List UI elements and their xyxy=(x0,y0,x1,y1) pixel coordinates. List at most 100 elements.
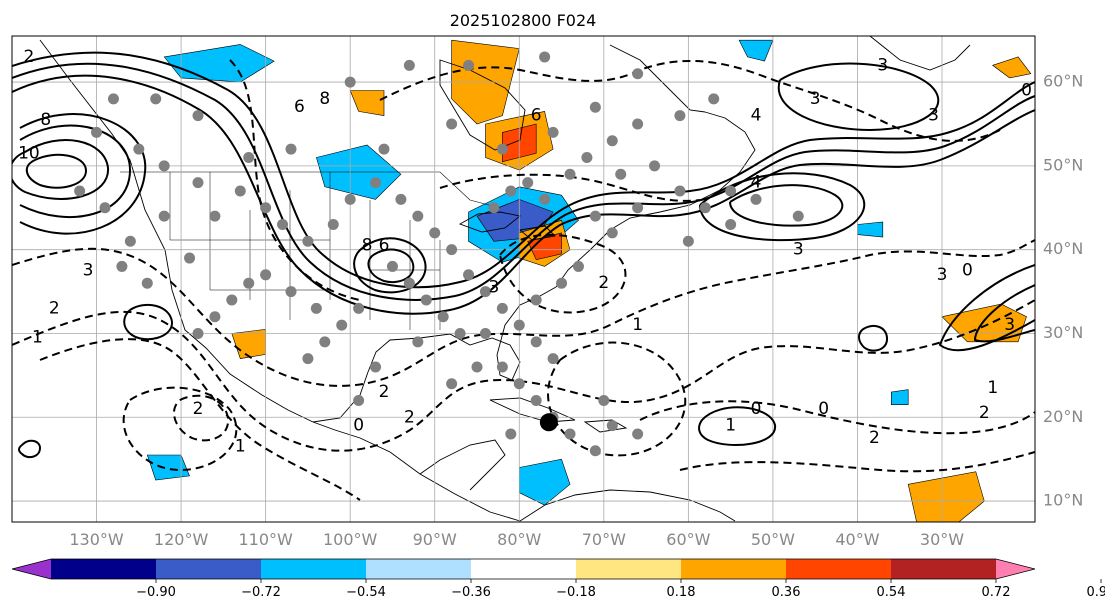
station-marker-67 xyxy=(370,361,382,373)
contour-label-4: 6 xyxy=(294,97,305,117)
shaded-region-6 xyxy=(857,221,884,238)
colorbar-segment-4 xyxy=(471,559,577,579)
station-marker-72 xyxy=(539,51,551,63)
small-loop-2 xyxy=(858,324,889,352)
station-marker-68 xyxy=(353,395,365,406)
station-marker-65 xyxy=(598,395,610,406)
cuba xyxy=(489,397,576,423)
colorbar: −0.90 −0.72 −0.54 −0.36 −0.18 0.18 0.36 0.54 0.7… xyxy=(11,558,1105,600)
contour-label-29: 3 xyxy=(1004,315,1015,335)
station-marker-40 xyxy=(285,286,297,298)
station-marker-6 xyxy=(260,202,272,214)
station-marker-12 xyxy=(395,193,407,205)
east-edge-contour-2 xyxy=(973,284,1035,343)
north-america-coastline xyxy=(39,39,521,522)
lat-tick-label-0: 60°N xyxy=(1043,72,1083,91)
hudson-bay xyxy=(439,59,526,151)
contour-label-14: 3 xyxy=(83,261,94,281)
shaded-region-18 xyxy=(349,90,385,116)
station-marker-79 xyxy=(150,93,162,105)
station-marker-64 xyxy=(632,428,644,440)
station-marker-51 xyxy=(674,185,686,197)
shaded-region-5 xyxy=(146,454,190,481)
contour-lines xyxy=(12,51,1035,501)
colorbar-tick-label-5: 0.18 xyxy=(667,585,696,600)
colorbar-segment-2 xyxy=(261,559,367,579)
colorbar-tick-label-2: −0.54 xyxy=(346,585,386,600)
contour-label-30: 3 xyxy=(937,265,948,285)
labrador-coast xyxy=(609,44,706,113)
contour-label-28: 1 xyxy=(987,378,998,398)
dashed-contour-1 xyxy=(12,239,1035,387)
station-marker-52 xyxy=(699,202,711,214)
colorbar-segment-7 xyxy=(786,559,892,579)
contour-label-12: 3 xyxy=(488,277,499,297)
shaded-region-17 xyxy=(992,56,1032,79)
station-marker-53 xyxy=(725,185,737,197)
colorbar-segment-8 xyxy=(891,559,997,579)
station-marker-84 xyxy=(285,143,297,155)
station-marker-78 xyxy=(192,110,204,122)
longitude-tick-labels: 130°W 120°W 110°W 100°W 90°W 80°W 70°W 60°W 50°W… xyxy=(69,530,964,549)
colorbar-extend-low xyxy=(12,559,51,579)
station-marker-30 xyxy=(302,353,314,365)
shaded-region-7 xyxy=(890,389,909,406)
lon-tick-label-9: 40°W xyxy=(835,530,879,549)
vortex-ring-3 xyxy=(12,139,110,200)
station-marker-95 xyxy=(530,294,542,306)
shaded-region-15 xyxy=(941,303,1027,343)
jet-contour-2 xyxy=(12,62,1035,301)
dashed-contour-10 xyxy=(439,173,701,202)
colorbar-segment-5 xyxy=(576,559,682,579)
station-marker-56 xyxy=(606,227,618,239)
lon-tick-label-2: 110°W xyxy=(238,530,293,549)
contour-label-20: 2 xyxy=(193,399,204,419)
station-marker-73 xyxy=(632,68,644,80)
shaded-region-16 xyxy=(907,471,985,522)
colorbar-tick-label-6: 0.36 xyxy=(772,585,801,600)
low-center-contour-inner xyxy=(367,248,415,283)
station-marker-37 xyxy=(158,210,170,222)
jet-contour-1 xyxy=(12,74,1035,315)
contour-label-25: 0 xyxy=(818,399,829,419)
contour-label-8: 4 xyxy=(751,106,762,126)
station-marker-80 xyxy=(91,126,103,138)
lon-tick-label-10: 30°W xyxy=(920,530,964,549)
contour-label-34: 0 xyxy=(1021,80,1032,100)
station-marker-77 xyxy=(547,126,559,138)
colorbar-tick-label-0: −0.90 xyxy=(136,585,176,600)
dashed-contour-2 xyxy=(12,299,1035,452)
station-marker-49 xyxy=(632,118,644,130)
station-marker-33 xyxy=(209,311,221,323)
station-marker-43 xyxy=(505,185,517,197)
station-marker-21 xyxy=(547,353,559,365)
station-marker-93 xyxy=(572,260,584,272)
contour-label-7: 6 xyxy=(531,106,542,126)
station-marker-11 xyxy=(370,177,382,189)
station-marker-99 xyxy=(589,445,601,457)
station-marker-7 xyxy=(277,219,289,231)
low-center-contour xyxy=(353,237,427,294)
station-marker-32 xyxy=(226,294,238,306)
dashed-contour-4 xyxy=(173,394,230,442)
station-marker-10 xyxy=(344,193,356,205)
lon-tick-label-6: 70°W xyxy=(582,530,626,549)
station-marker-63 xyxy=(564,428,576,440)
lat-tick-label-2: 40°N xyxy=(1043,239,1083,258)
station-marker-0 xyxy=(107,93,119,105)
station-marker-42 xyxy=(488,202,500,214)
station-marker-2 xyxy=(158,160,170,172)
lon-tick-label-4: 90°W xyxy=(413,530,457,549)
lat-tick-label-5: 10°N xyxy=(1043,491,1083,510)
contour-label-5: 8 xyxy=(362,235,373,255)
contour-label-18: 2 xyxy=(404,407,415,427)
dashed-contour-3 xyxy=(122,386,238,472)
station-marker-41 xyxy=(310,302,322,314)
contour-label-11: 3 xyxy=(877,55,888,75)
station-marker-39 xyxy=(260,269,272,281)
vortex-ring-2 xyxy=(19,113,147,235)
lat-tick-label-3: 30°N xyxy=(1043,323,1083,342)
colorbar-tick-label-8: 0.72 xyxy=(982,585,1011,600)
east-edge-contour xyxy=(938,264,1035,352)
lon-tick-label-0: 130°W xyxy=(69,530,124,549)
